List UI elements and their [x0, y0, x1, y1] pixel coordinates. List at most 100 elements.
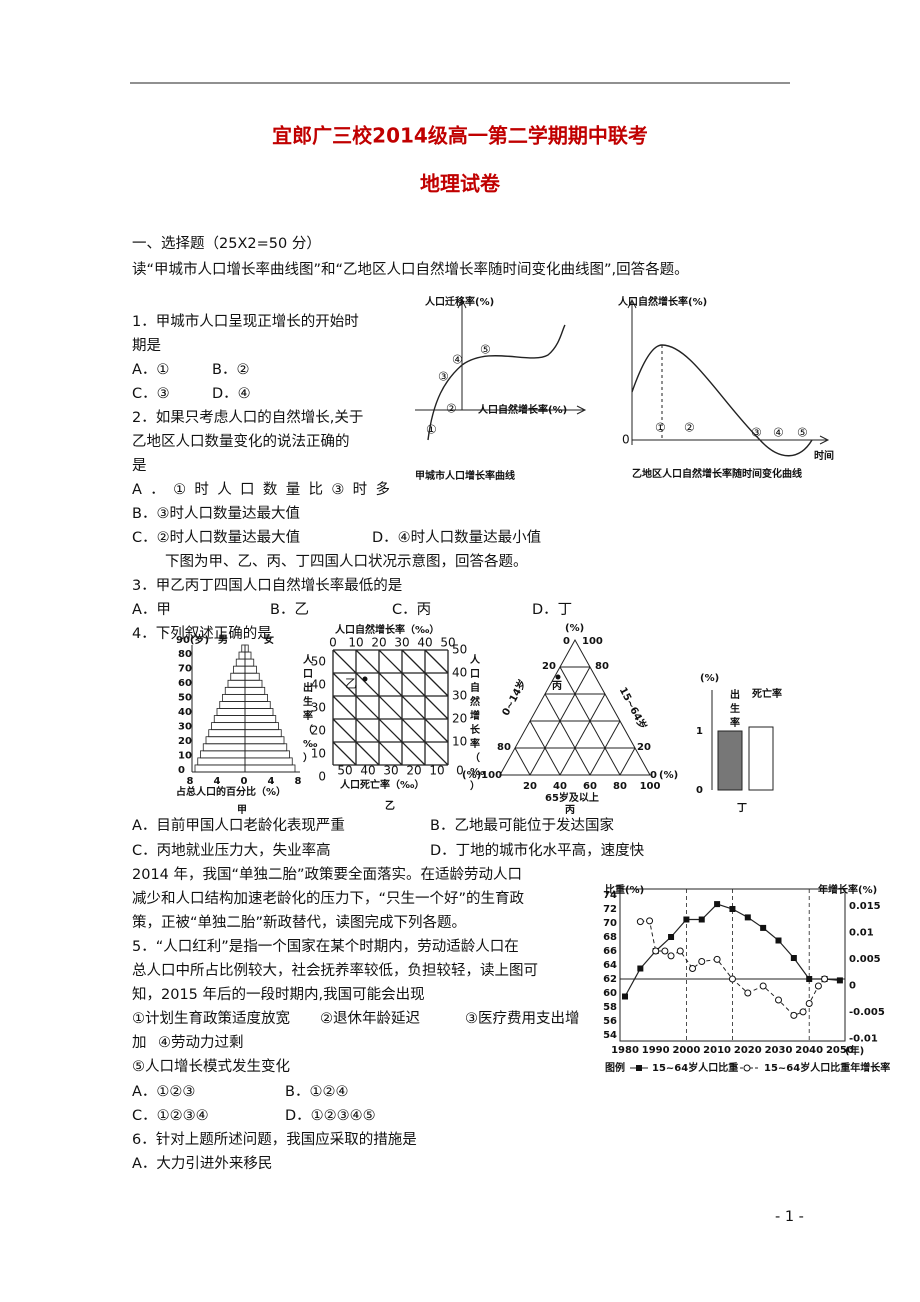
marker [790, 955, 797, 961]
pyramid-bar [213, 715, 246, 724]
text-line: 总人口中所占比例较大，社会抚养率较低，负担较轻，读上图可 [132, 961, 538, 979]
text-line: 下图为甲、乙、丙、丁四国人口状况示意图，回答各题。 [165, 552, 528, 570]
label: 1990 [642, 1045, 670, 1056]
text-line: C．②时人口数量达最大值 [132, 529, 300, 546]
line [529, 666, 591, 776]
pyramid-bar [244, 757, 293, 766]
label: 20 [178, 736, 192, 747]
label: 30 [394, 636, 409, 650]
pyramid-bar [241, 644, 246, 653]
label: 0.005 [849, 954, 881, 965]
label: 60 [583, 781, 597, 792]
curve [576, 405, 587, 415]
marker [760, 924, 767, 931]
label: 0 [456, 764, 464, 778]
pyramid-bar [202, 743, 246, 752]
label: 30 [311, 701, 326, 715]
label: 10 [178, 751, 192, 762]
text-line: B．①②④ [285, 1084, 348, 1100]
pyramid-bar [244, 651, 252, 660]
label: 15~64岁人口比重 [652, 1061, 738, 1074]
marker [667, 952, 675, 960]
label: 40 [553, 781, 567, 792]
label: 72 [603, 904, 617, 915]
marker [646, 917, 654, 925]
label: 乙地区人口自然增长率随时间变化曲线 [632, 467, 802, 480]
label: 丙 [552, 680, 562, 692]
marker [821, 975, 829, 983]
marker [689, 965, 697, 972]
bar [748, 726, 774, 791]
pyramid-bar [244, 644, 249, 653]
marker [661, 947, 669, 955]
label: 甲 [237, 804, 247, 816]
label: 80 [497, 742, 511, 753]
pyramid-bar [244, 715, 277, 724]
pyramid-bar [244, 665, 257, 674]
label: 人口迁移率(%) [425, 295, 494, 308]
label: 比重(%) [605, 883, 644, 896]
line [332, 718, 380, 766]
marker [743, 1064, 751, 1072]
label: ① [655, 421, 666, 435]
label: -0.01 [849, 1034, 878, 1045]
text-line: D．④ [212, 386, 251, 402]
text-line: A．大力引进外来移民 [132, 1155, 272, 1172]
marker [744, 914, 751, 921]
label: 8 [295, 776, 302, 787]
text-line: ④劳动力过剩 [158, 1034, 244, 1051]
text-line: A．①时人口数量比③时多 [132, 481, 390, 498]
label: 20 [452, 712, 467, 726]
label: 8 [187, 776, 194, 787]
text-line: A．① [132, 362, 169, 378]
text-line: 是 [132, 458, 147, 474]
text-line: D．丁地的城市化水平高，速度快 [430, 842, 645, 859]
label: 20 [542, 661, 556, 672]
label: ① [426, 423, 437, 437]
text-line: B．② [212, 362, 249, 378]
label: 64 [603, 960, 617, 971]
label: 54 [603, 1030, 617, 1041]
curve [627, 298, 637, 309]
label: 4 [268, 776, 275, 787]
pyramid-bar [216, 708, 246, 716]
label: 62 [603, 974, 617, 985]
label: 50 [440, 636, 455, 650]
marker [775, 937, 782, 944]
label: 1980 [611, 1045, 639, 1056]
marker [622, 993, 628, 1000]
label: 10 [452, 735, 467, 749]
line [378, 649, 449, 720]
marker [676, 947, 684, 955]
marker [728, 975, 736, 983]
marker [805, 1000, 813, 1007]
label: 2050 [826, 1045, 854, 1056]
label: 50 [337, 764, 352, 778]
pyramid-bar [194, 764, 246, 773]
text-line: 加 [132, 1034, 147, 1051]
label: 20 [523, 781, 537, 792]
pyramid-bar [219, 701, 246, 709]
pyramid-bar [244, 729, 282, 738]
marker [814, 982, 822, 990]
label: 30 [383, 764, 398, 778]
label: 0 [650, 770, 657, 781]
label: 占总人口的百分比（%） [176, 785, 286, 798]
label: (%) [700, 673, 719, 684]
marker [759, 982, 767, 990]
pyramid-bar [235, 658, 246, 667]
text-line: 知，2015 年后的一段时期内,我国可能会出现 [132, 986, 425, 1003]
label: 80 [613, 781, 627, 792]
label: 乙 [345, 677, 357, 691]
pyramid-bar [244, 750, 290, 759]
label: 10 [311, 747, 326, 761]
text-line: 2014 年，我国“单独二胎”政策要全面落实。在适龄劳动人口 [132, 865, 522, 883]
label: 0 [241, 776, 248, 787]
label: 0 [849, 981, 856, 992]
pyramid-bar [244, 743, 288, 752]
label: 4 [214, 776, 221, 787]
label: 80 [595, 661, 609, 672]
text-line: ③医疗费用支出增 [465, 1010, 580, 1027]
label: 1 [696, 726, 703, 737]
